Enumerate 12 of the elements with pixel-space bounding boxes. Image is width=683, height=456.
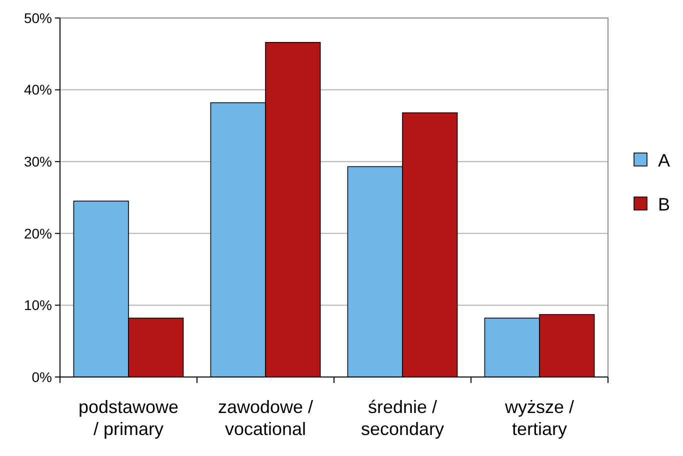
legend-label: A — [658, 150, 670, 170]
y-tick-label: 30% — [24, 154, 52, 170]
y-tick-label: 40% — [24, 82, 52, 98]
x-tick-label: zawodowe / vocational — [218, 397, 314, 439]
x-tick-label: podstawowe / primary — [78, 397, 179, 439]
y-tick-label: 20% — [24, 225, 52, 242]
legend-label: B — [658, 194, 670, 214]
x-tick-label: średnie / secondary — [360, 397, 444, 439]
y-tick-label: 50% — [24, 10, 52, 26]
y-tick-label: 0% — [32, 368, 52, 385]
x-tick-label: wyższe / tertiary — [504, 397, 574, 439]
y-tick-label: 10% — [24, 297, 52, 314]
